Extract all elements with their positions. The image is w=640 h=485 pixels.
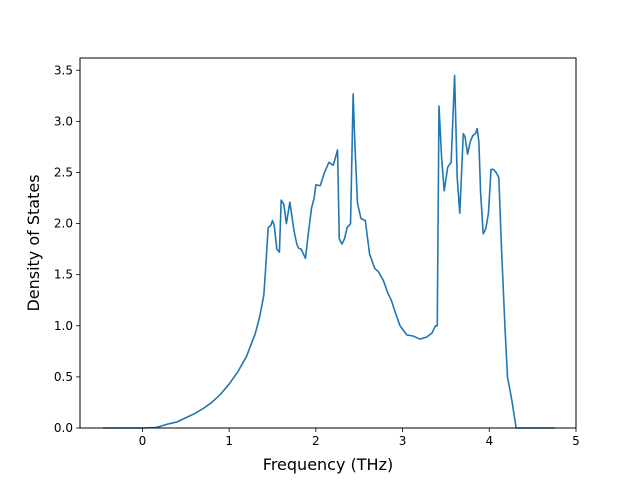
y-tick-label: 1.0 (54, 319, 73, 333)
x-tick-label: 4 (485, 434, 493, 448)
x-tick-label: 0 (139, 434, 147, 448)
plot-area (80, 58, 576, 428)
x-tick-label: 5 (572, 434, 580, 448)
y-tick-label: 2.0 (54, 217, 73, 231)
x-axis-label: Frequency (THz) (263, 455, 393, 474)
y-tick-label: 0.0 (54, 421, 73, 435)
y-tick-label: 3.0 (54, 114, 73, 128)
x-tick-label: 2 (312, 434, 320, 448)
tick-layer: 0 1 2 3 4 5 0.0 0.5 1.0 1.5 2.0 2.5 3.0 3.5 (54, 63, 580, 448)
series-layer (102, 74, 556, 429)
x-tick-label: 1 (225, 434, 233, 448)
y-tick-label: 0.5 (54, 370, 73, 384)
axes-frame (79, 57, 577, 429)
y-tick-label: 1.5 (54, 268, 73, 282)
y-tick-label: 2.5 (54, 165, 73, 179)
y-tick-label: 3.5 (54, 63, 73, 77)
y-axis-label: Density of States (24, 174, 43, 311)
series-line-0 (102, 74, 556, 429)
x-tick-label: 3 (399, 434, 407, 448)
